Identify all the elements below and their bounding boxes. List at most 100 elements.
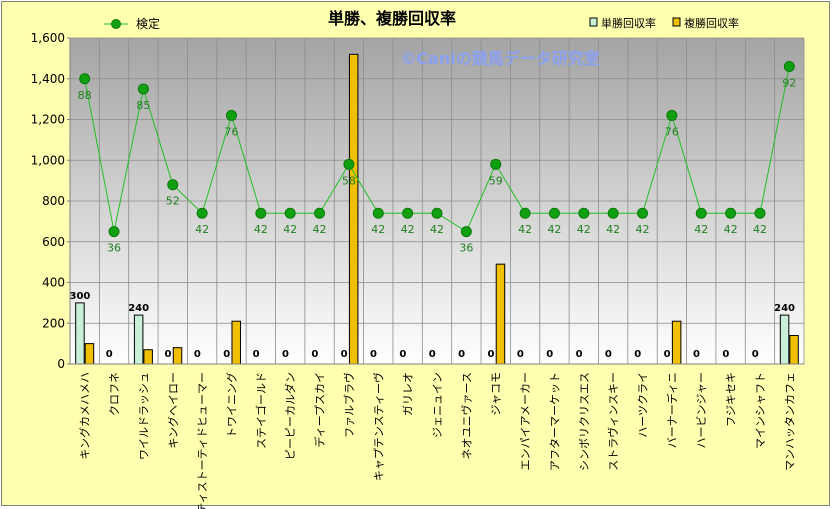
y-axis: 0 200 400 600 800 1,000 1,200 1,400 1,600: [31, 31, 70, 371]
point-kentei: [343, 158, 355, 170]
kentei-data-label: 42: [254, 223, 268, 236]
tansho-data-label: 240: [128, 303, 149, 314]
kentei-data-label: 42: [313, 223, 327, 236]
point-kentei: [725, 207, 737, 219]
point-kentei: [666, 109, 678, 121]
legend-label-kentei: 検定: [136, 16, 160, 31]
tansho-data-label: 0: [722, 349, 729, 360]
watermark: ©Caniの競馬データ研究室: [400, 49, 599, 68]
kentei-data-label: 42: [430, 223, 444, 236]
point-kentei: [108, 226, 120, 238]
kentei-data-label: 42: [606, 223, 620, 236]
x-category-label: フジキセキ: [725, 372, 738, 427]
tansho-data-label: 0: [634, 349, 641, 360]
point-kentei: [372, 207, 384, 219]
legend-swatch-tansho: [589, 17, 598, 27]
x-category-label: バーナーディニ: [665, 372, 679, 448]
point-kentei: [225, 109, 237, 121]
x-category-label: キングヘイロー: [166, 372, 180, 449]
x-category-label: クロフネ: [108, 372, 121, 416]
tansho-data-label: 0: [253, 349, 260, 360]
tansho-data-label: 0: [311, 349, 318, 360]
point-kentei: [79, 73, 91, 85]
y-tick-label: 1,000: [31, 153, 65, 167]
x-category-label: アフターマーケット: [548, 372, 561, 471]
point-kentei: [167, 179, 179, 191]
tansho-data-label: 0: [429, 349, 436, 360]
point-kentei: [137, 83, 149, 95]
x-category-label: ガリレオ: [402, 372, 415, 416]
point-kentei: [431, 207, 443, 219]
x-category-label: トワイニング: [224, 372, 238, 438]
kentei-data-label: 58: [342, 174, 356, 187]
bar-fukusho: [143, 349, 153, 365]
x-category-label: マンハッタンカフェ: [783, 372, 796, 471]
tansho-data-label: 0: [752, 349, 759, 360]
x-category-label: ジェニュイン: [431, 372, 444, 438]
x-category-label: ネオユニヴァース: [459, 372, 473, 459]
y-tick-label: 1,200: [31, 113, 65, 127]
kentei-data-label: 42: [753, 223, 767, 236]
bar-fukusho: [495, 263, 506, 365]
legend: 検定 単勝回収率 複勝回収率: [104, 16, 739, 31]
kentei-data-label: 42: [283, 223, 297, 236]
bar-fukusho: [172, 347, 183, 365]
kentei-data-label: 42: [547, 223, 561, 236]
x-category-label: ハーツクライ: [637, 372, 650, 438]
x-category-label: ワイルドラッシュ: [137, 372, 150, 460]
legend-item-tansho: 単勝回収率: [589, 16, 656, 30]
x-category-label: エンパイアメーカー: [519, 372, 532, 470]
bar-tansho: [75, 302, 85, 365]
x-category-label: ジャコモ: [490, 372, 503, 415]
y-tick-label: 0: [57, 357, 65, 371]
y-tick-label: 600: [42, 235, 65, 249]
kentei-data-label: 76: [224, 125, 238, 138]
bar-fukusho: [789, 334, 799, 365]
kentei-data-label: 76: [665, 125, 679, 138]
series-fukusho: [84, 53, 799, 365]
tansho-data-label: 0: [370, 349, 377, 360]
tansho-data-label: 0: [605, 349, 612, 360]
bar-fukusho: [348, 53, 359, 365]
tansho-data-label: 0: [693, 349, 700, 360]
point-kentei: [460, 226, 472, 238]
kentei-data-label: 85: [136, 99, 150, 112]
tansho-labels: 300 0 240 0 0 0 0 0 0 0 0 0 0 0 0 0 0 0 0 0 0 0 0 0 240: [69, 291, 795, 360]
legend-item-kentei: 検定: [104, 16, 160, 31]
kentei-data-label: 42: [636, 223, 650, 236]
x-category-label: ディープスカイ: [313, 372, 327, 448]
x-category-label: ストラヴィンスキー: [606, 372, 620, 471]
point-kentei: [519, 207, 531, 219]
legend-label-tansho: 単勝回収率: [601, 16, 656, 30]
point-kentei: [284, 207, 296, 219]
y-tick-label: 800: [42, 194, 65, 208]
x-category-label: シンボリクリスエス: [578, 372, 591, 471]
x-category-label: マインシャフト: [754, 372, 767, 449]
y-tick-label: 200: [42, 316, 65, 330]
y-tick-label: 400: [42, 276, 65, 290]
x-category-label: ティストーティドヒューマー: [196, 372, 209, 509]
tansho-data-label: 0: [106, 349, 113, 360]
kentei-data-label: 42: [371, 223, 385, 236]
bar-tansho: [133, 314, 144, 365]
kentei-data-label: 42: [518, 223, 532, 236]
kentei-data-label: 42: [195, 223, 209, 236]
tansho-data-label: 300: [69, 291, 90, 302]
point-kentei: [607, 207, 619, 219]
gridlines: [70, 37, 805, 364]
x-category-label: ステイゴールド: [254, 372, 268, 449]
tansho-data-label: 0: [664, 349, 671, 360]
legend-label-fukusho: 複勝回収率: [684, 16, 739, 30]
tansho-data-label: 0: [576, 349, 583, 360]
x-category-label: ハービンジャー: [695, 372, 708, 448]
tansho-data-label: 0: [487, 349, 494, 360]
legend-item-fukusho: 複勝回収率: [672, 16, 739, 30]
x-category-label: キャプテンスティーヴ: [371, 372, 385, 481]
kentei-data-label: 88: [78, 89, 92, 102]
x-category-label: ファルブラヴ: [342, 372, 356, 438]
legend-marker-kentei: [111, 19, 121, 29]
bar-fukusho: [84, 343, 95, 365]
series-kentei: 88 36 85 52 42 76 42 42 42 58 42 42 42 36 59 42 42 42 42 42…: [78, 61, 796, 255]
point-kentei: [314, 207, 326, 219]
